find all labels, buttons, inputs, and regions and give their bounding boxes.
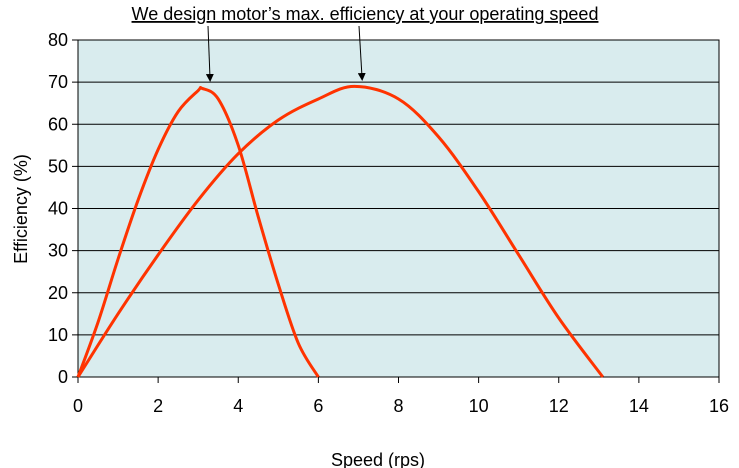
x-tick-label: 10 — [469, 396, 489, 416]
y-tick-label: 30 — [48, 241, 68, 261]
y-tick-label: 40 — [48, 199, 68, 219]
x-tick-label: 4 — [233, 396, 243, 416]
y-tick-label: 20 — [48, 283, 68, 303]
y-tick-label: 50 — [48, 156, 68, 176]
grid-lines — [78, 81, 719, 336]
annotation-text: We design motor’s max. efficiency at you… — [132, 4, 599, 24]
x-axis-label: Speed (rps) — [331, 450, 425, 468]
y-axis-ticks: 0 10 20 30 40 50 60 70 80 — [48, 30, 78, 387]
x-tick-label: 14 — [629, 396, 649, 416]
x-tick-label: 16 — [709, 396, 729, 416]
y-axis-label: Efficiency (%) — [11, 154, 31, 264]
x-tick-label: 8 — [393, 396, 403, 416]
x-tick-label: 6 — [313, 396, 323, 416]
x-tick-label: 2 — [153, 396, 163, 416]
x-tick-label: 0 — [73, 396, 83, 416]
annotation-arrow-1 — [205, 25, 214, 82]
x-tick-label: 12 — [549, 396, 569, 416]
series-line-2 — [76, 84, 605, 378]
y-tick-label: 70 — [48, 72, 68, 92]
x-axis-ticks: 0 2 4 6 8 10 12 14 16 — [73, 377, 729, 416]
y-tick-label: 0 — [58, 367, 68, 387]
series-line-1 — [76, 85, 320, 378]
y-tick-label: 60 — [48, 114, 68, 134]
annotation-arrow-2 — [357, 25, 366, 81]
y-tick-label: 10 — [48, 325, 68, 345]
series-lines — [76, 84, 605, 378]
y-tick-label: 80 — [48, 30, 68, 50]
